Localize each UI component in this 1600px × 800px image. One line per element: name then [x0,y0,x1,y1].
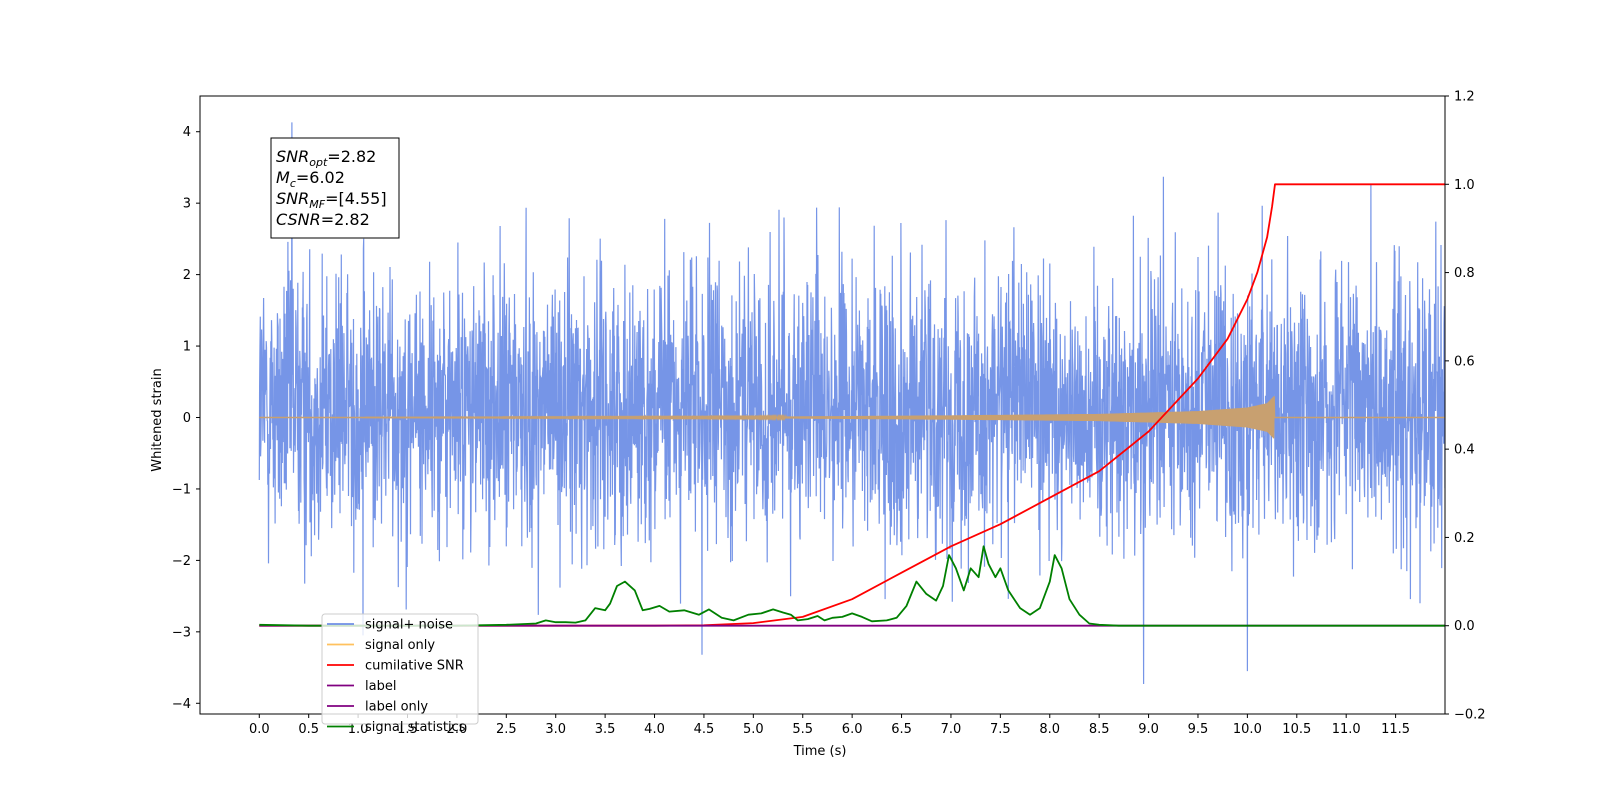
legend: signal+ noise signal only cumilative SNR la… [321,613,479,735]
x-tick-label: 5.0 [743,722,764,737]
x-tick-label: 7.0 [941,722,962,737]
x-tick-label: 2.5 [496,722,517,737]
x-tick-label: 11.5 [1381,722,1410,737]
legend-label: label only [365,700,428,715]
x-tick-label: 2.0 [447,722,468,737]
x-tick-label: 10.0 [1233,722,1262,737]
x-tick-label: 6.0 [842,722,863,737]
legend-label: label [365,679,396,694]
y-axis-label: Whitened strain [150,368,165,471]
x-axis-ticks: 0.0 0.5 1.0 1.5 2.0 2.5 3.0 3.5 4.0 4.5 5.0 5.5 6.0 6… [249,714,1410,737]
annotation-line: CSNR=2.82 [276,210,370,229]
legend-label: cumilative SNR [365,659,464,674]
x-tick-label: 10.5 [1282,722,1311,737]
series-line-signal-statistics [259,545,1445,627]
legend-label: signal+ noise [365,618,453,633]
y-tick-label: −3 [172,625,191,640]
x-tick-label: 5.5 [792,722,813,737]
annotation-frame [270,137,400,239]
x-tick-label: 3.5 [595,722,616,737]
y2-tick-label: 0.4 [1454,443,1475,458]
x-tick-label: 1.5 [397,722,418,737]
x-tick-label: 7.5 [990,722,1011,737]
x-axis-label: Time (s) [793,744,847,759]
y-tick-label: −4 [172,697,191,712]
x-tick-label: 9.0 [1138,722,1159,737]
plot-frame [199,95,1446,715]
x-tick-label: 4.5 [694,722,715,737]
x-tick-label: 11.0 [1332,722,1361,737]
legend-label: signal statistics [365,720,466,735]
y2-axis-ticks: −0.2 0.0 0.2 0.4 0.6 0.8 1.0 1.2 [1445,90,1486,723]
x-tick-label: 0.0 [249,722,270,737]
y2-tick-label: −0.2 [1454,708,1486,723]
y2-tick-label: 1.2 [1454,90,1475,105]
y-tick-label: 1 [183,340,191,355]
y2-tick-label: 0.2 [1454,531,1475,546]
series-line-cumilative-snr [259,183,1445,627]
y-tick-label: 4 [183,125,191,140]
series-line-signal-noise [258,122,1445,685]
y-tick-label: 0 [183,411,191,426]
y-tick-label: 3 [183,197,191,212]
x-tick-label: 4.0 [644,722,665,737]
annotation-line: SNRopt=2.82 [276,147,376,169]
y2-tick-label: 0.6 [1454,354,1475,369]
x-tick-label: 9.5 [1188,722,1209,737]
series-line-signal-only [259,396,1445,439]
x-tick-label: 8.0 [1039,722,1060,737]
y2-tick-label: 1.0 [1454,178,1475,193]
y-tick-label: −2 [172,554,191,569]
y2-tick-label: 0.0 [1454,619,1475,634]
legend-frame [321,613,479,725]
y-tick-label: 2 [183,268,191,283]
x-tick-label: 3.0 [545,722,566,737]
x-tick-label: 0.5 [298,722,319,737]
annotation-line: Mc=6.02 [276,168,345,190]
y2-tick-label: 0.8 [1454,266,1475,281]
legend-items: signal+ noise signal only cumilative SNR la… [327,618,466,735]
x-tick-label: 8.5 [1089,722,1110,737]
x-tick-label: 6.5 [891,722,912,737]
annotation-line: SNRMF=[4.55] [276,189,387,211]
legend-label: signal only [365,638,435,653]
y-axis-ticks: −4 −3 −2 −1 0 1 2 3 4 [172,125,200,712]
y-tick-label: −1 [172,482,191,497]
